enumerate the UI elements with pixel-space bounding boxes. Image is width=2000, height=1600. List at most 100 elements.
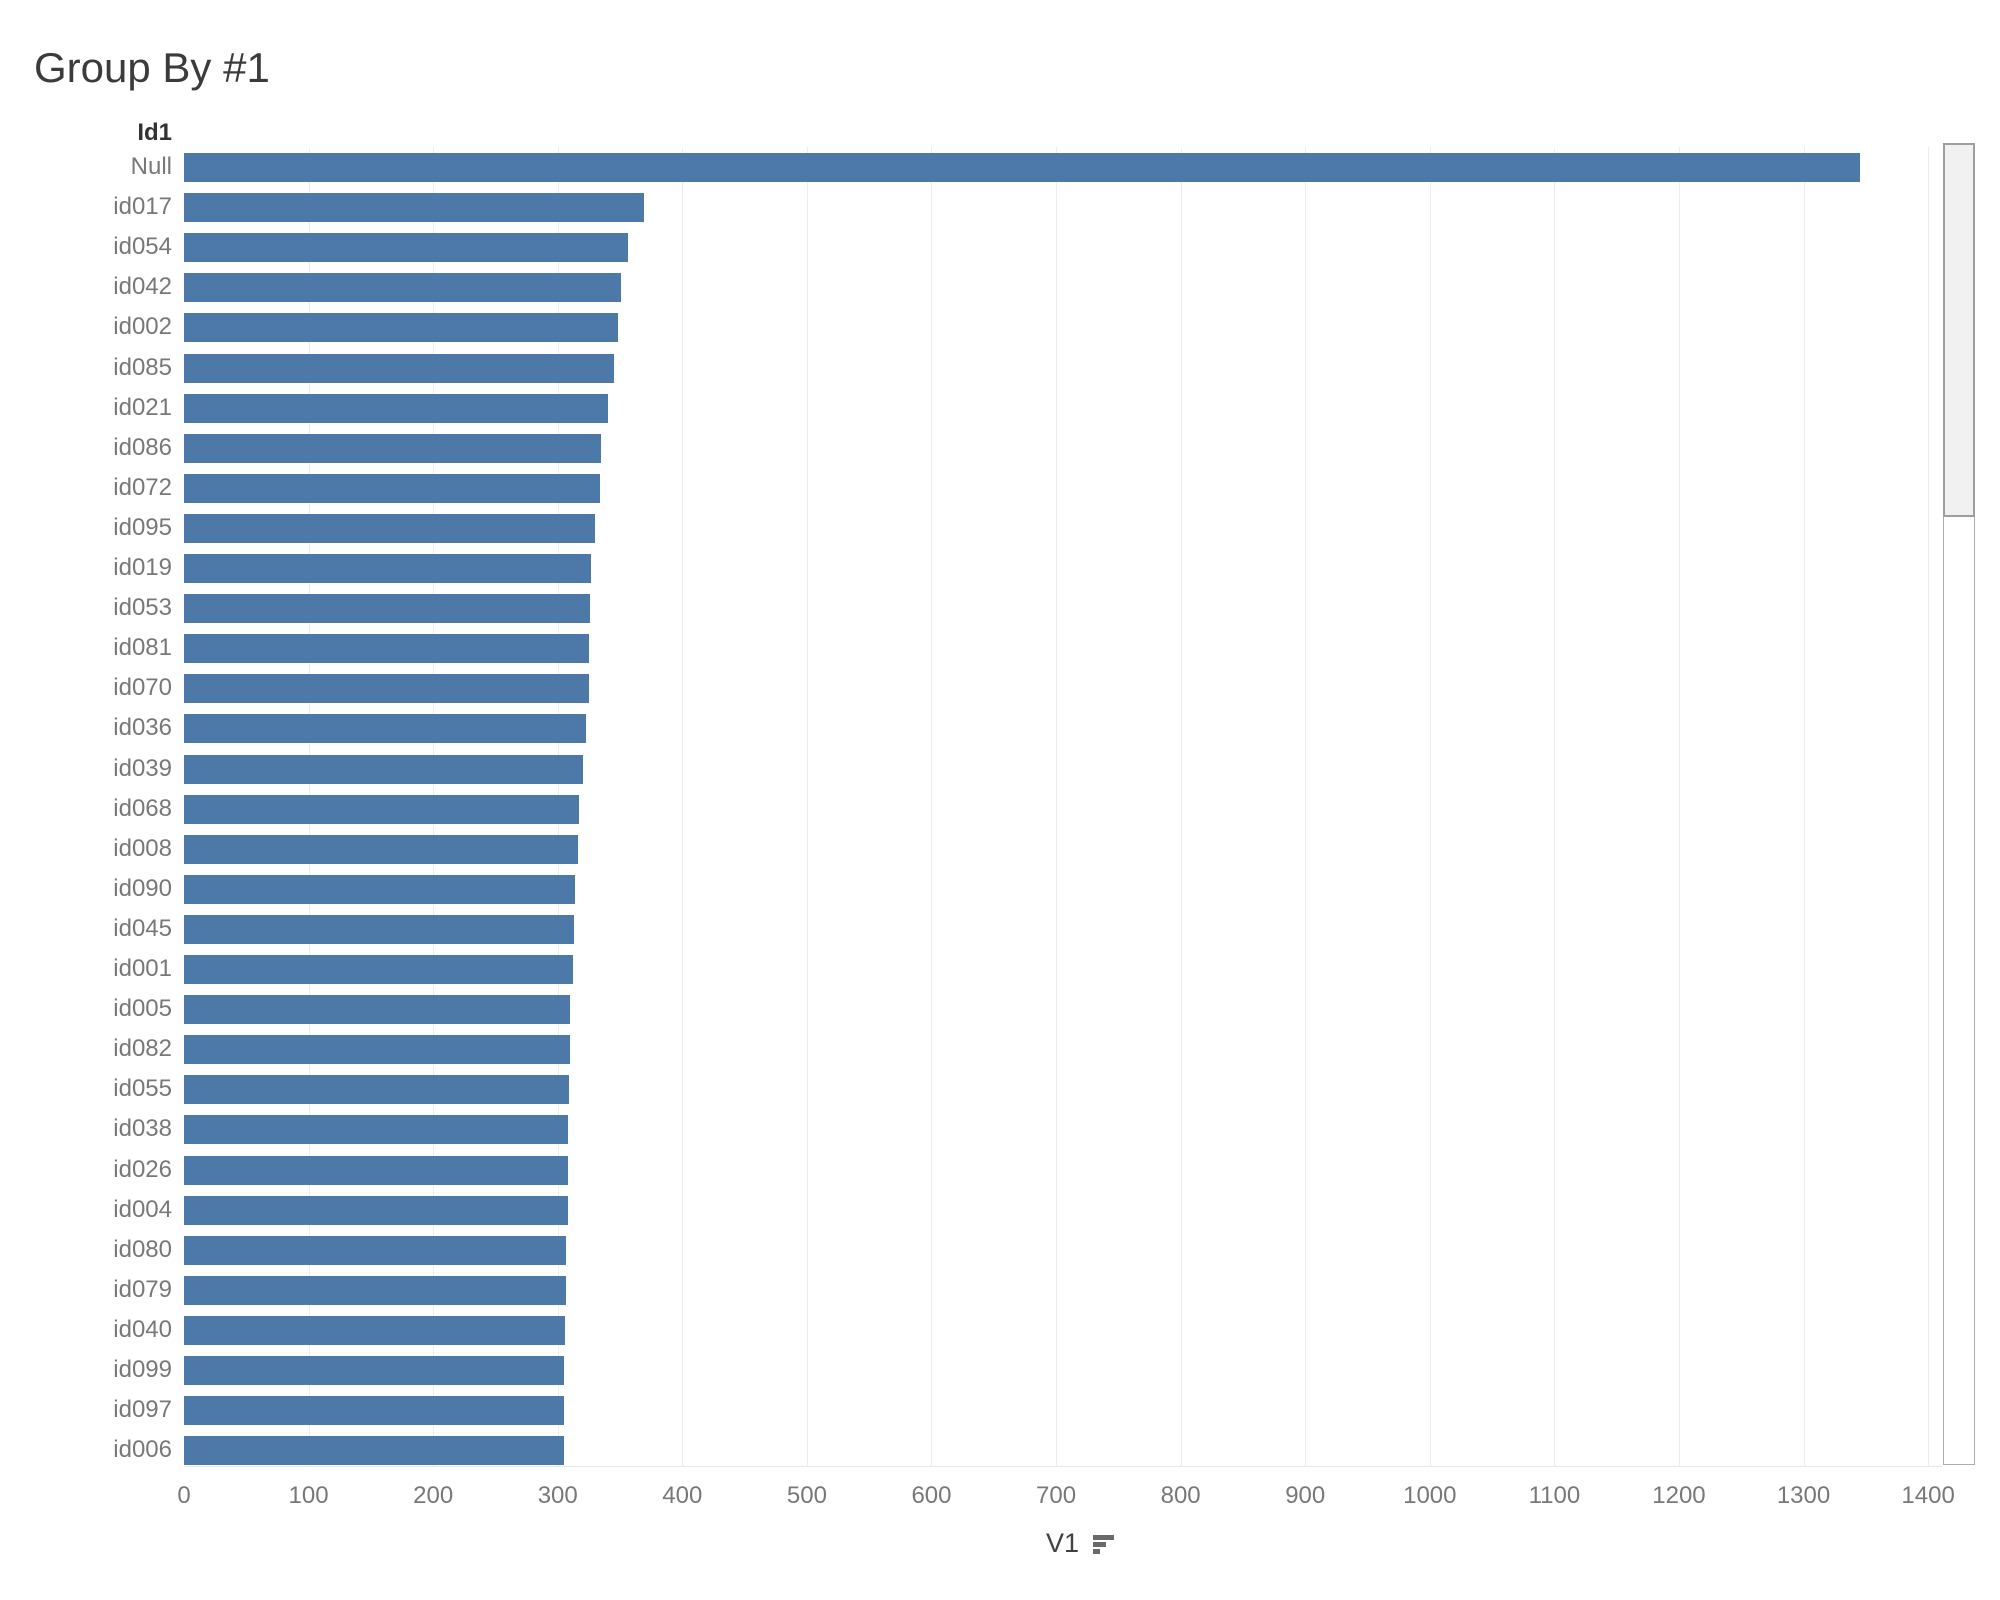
x-tick-label-100: 100 bbox=[288, 1482, 329, 1509]
gridline-800 bbox=[1180, 147, 1182, 1467]
bar-id080[interactable] bbox=[184, 1235, 567, 1265]
gridline-500 bbox=[806, 147, 808, 1467]
bar-id072[interactable] bbox=[184, 473, 601, 503]
bar-id045[interactable] bbox=[184, 914, 574, 944]
row-label-id072[interactable]: id072 bbox=[113, 473, 172, 501]
bar-id002[interactable] bbox=[184, 313, 618, 343]
x-tick-label-700: 700 bbox=[1036, 1482, 1077, 1509]
x-tick-label-1000: 1000 bbox=[1403, 1482, 1457, 1509]
x-axis-title-group: V1 bbox=[1046, 1528, 1117, 1559]
bar-id081[interactable] bbox=[184, 634, 589, 664]
row-label-id080[interactable]: id080 bbox=[113, 1235, 172, 1263]
bar-id085[interactable] bbox=[184, 353, 614, 383]
x-tick-label-900: 900 bbox=[1285, 1482, 1326, 1509]
row-label-id070[interactable]: id070 bbox=[113, 674, 172, 702]
x-tick-label-1100: 1100 bbox=[1528, 1482, 1581, 1509]
chart-title: Group By #1 bbox=[34, 44, 270, 91]
row-label-id042[interactable]: id042 bbox=[113, 273, 172, 301]
x-tick-label-1400: 1400 bbox=[1901, 1482, 1955, 1509]
bar-id021[interactable] bbox=[184, 393, 608, 423]
vertical-scrollbar-thumb[interactable] bbox=[1943, 143, 1975, 517]
bar-id054[interactable] bbox=[184, 233, 628, 263]
bar-id017[interactable] bbox=[184, 193, 644, 223]
row-label-id053[interactable]: id053 bbox=[113, 594, 172, 622]
bar-id095[interactable] bbox=[184, 513, 596, 543]
row-label-id021[interactable]: id021 bbox=[113, 393, 172, 421]
row-label-id001[interactable]: id001 bbox=[113, 955, 172, 982]
row-label-id055[interactable]: id055 bbox=[113, 1075, 172, 1103]
row-label-id005[interactable]: id005 bbox=[113, 995, 172, 1023]
gridline-400 bbox=[682, 147, 684, 1467]
gridline-900 bbox=[1305, 147, 1307, 1467]
row-label-id004[interactable]: id004 bbox=[113, 1195, 172, 1223]
row-label-id079[interactable]: id079 bbox=[113, 1275, 172, 1303]
row-label-id085[interactable]: id085 bbox=[113, 353, 172, 381]
gridline-700 bbox=[1056, 147, 1058, 1467]
bar-null[interactable] bbox=[184, 153, 1860, 182]
sort-descending-icon[interactable] bbox=[1093, 1534, 1117, 1554]
x-tick-label-200: 200 bbox=[413, 1482, 454, 1509]
row-label-id026[interactable]: id026 bbox=[113, 1155, 172, 1183]
bar-id036[interactable] bbox=[184, 714, 587, 744]
x-tick-label-800: 800 bbox=[1160, 1482, 1201, 1509]
x-tick-label-1200: 1200 bbox=[1652, 1482, 1706, 1509]
gridline-1300 bbox=[1803, 147, 1805, 1467]
row-label-id095[interactable]: id095 bbox=[113, 513, 172, 541]
row-label-id039[interactable]: id039 bbox=[113, 754, 172, 782]
axis-line bbox=[184, 1466, 1942, 1467]
row-label-id081[interactable]: id081 bbox=[113, 634, 172, 662]
x-axis-title: V1 bbox=[1046, 1528, 1080, 1558]
bar-id019[interactable] bbox=[184, 554, 592, 583]
row-label-id090[interactable]: id090 bbox=[113, 874, 172, 902]
x-tick-label-0: 0 bbox=[177, 1482, 191, 1509]
bar-id086[interactable] bbox=[184, 433, 602, 463]
x-tick-label-300: 300 bbox=[537, 1482, 578, 1509]
row-label-id040[interactable]: id040 bbox=[113, 1315, 172, 1343]
bar-id038[interactable] bbox=[184, 1115, 568, 1145]
row-header-id1[interactable]: Id1 bbox=[137, 119, 172, 146]
x-tick-label-600: 600 bbox=[911, 1482, 952, 1509]
bar-id004[interactable] bbox=[184, 1195, 568, 1225]
gridline-1400 bbox=[1928, 147, 1930, 1467]
row-label-id019[interactable]: id019 bbox=[113, 554, 172, 581]
bar-id040[interactable] bbox=[184, 1315, 566, 1345]
bar-id039[interactable] bbox=[184, 754, 583, 784]
row-label-id097[interactable]: id097 bbox=[113, 1396, 172, 1424]
row-label-id038[interactable]: id038 bbox=[113, 1115, 172, 1143]
bar-id099[interactable] bbox=[184, 1356, 564, 1385]
bar-id070[interactable] bbox=[184, 674, 589, 704]
row-label-id054[interactable]: id054 bbox=[113, 233, 172, 261]
row-label-id068[interactable]: id068 bbox=[113, 794, 172, 822]
x-tick-label-400: 400 bbox=[662, 1482, 703, 1509]
gridline-600 bbox=[931, 147, 933, 1467]
x-tick-label-1300: 1300 bbox=[1776, 1482, 1831, 1509]
row-label-id045[interactable]: id045 bbox=[113, 914, 172, 942]
row-label-id006[interactable]: id006 bbox=[113, 1436, 172, 1464]
row-label-id017[interactable]: id017 bbox=[113, 193, 172, 221]
bar-id090[interactable] bbox=[184, 874, 576, 904]
gridline-1100 bbox=[1554, 147, 1556, 1467]
bar-id055[interactable] bbox=[184, 1075, 569, 1105]
x-tick-label-500: 500 bbox=[786, 1482, 827, 1509]
row-label-id002[interactable]: id002 bbox=[113, 313, 172, 341]
row-label-id082[interactable]: id082 bbox=[113, 1035, 172, 1063]
row-label-null[interactable]: Null bbox=[130, 153, 172, 180]
bar-id008[interactable] bbox=[184, 834, 578, 864]
bar-id026[interactable] bbox=[184, 1155, 568, 1185]
bar-id005[interactable] bbox=[184, 995, 571, 1025]
bar-id006[interactable] bbox=[184, 1436, 564, 1466]
row-label-id036[interactable]: id036 bbox=[113, 714, 172, 742]
bar-id053[interactable] bbox=[184, 594, 591, 624]
bar-id079[interactable] bbox=[184, 1275, 567, 1305]
bar-id068[interactable] bbox=[184, 794, 579, 824]
row-label-id008[interactable]: id008 bbox=[113, 834, 172, 862]
gridline-1200 bbox=[1678, 147, 1680, 1467]
gridline-1000 bbox=[1429, 147, 1431, 1467]
bar-id001[interactable] bbox=[184, 955, 573, 984]
bar-id082[interactable] bbox=[184, 1035, 571, 1065]
row-label-id099[interactable]: id099 bbox=[113, 1356, 172, 1383]
bar-id042[interactable] bbox=[184, 273, 622, 303]
row-label-id086[interactable]: id086 bbox=[113, 433, 172, 461]
bar-id097[interactable] bbox=[184, 1396, 564, 1426]
